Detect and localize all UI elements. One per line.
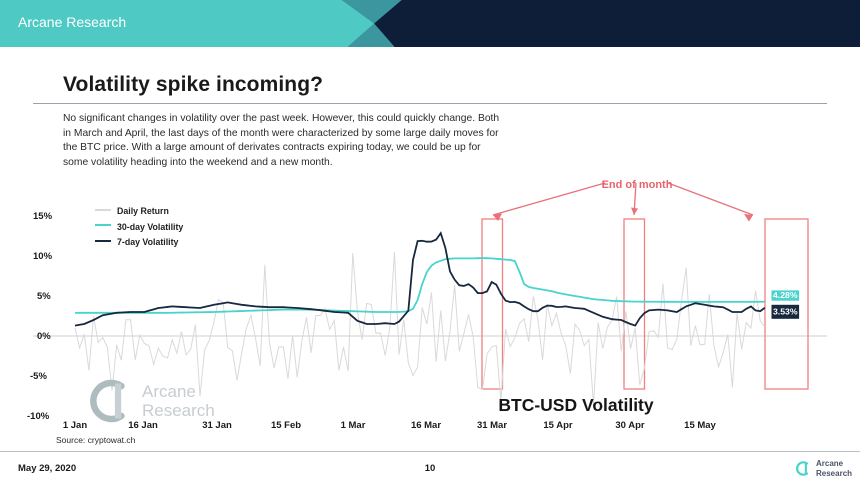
svg-text:4.28%: 4.28% <box>773 290 798 300</box>
svg-text:3.53%: 3.53% <box>773 306 798 316</box>
svg-text:End of month: End of month <box>602 179 673 191</box>
svg-text:16 Mar: 16 Mar <box>411 420 441 431</box>
svg-text:BTC-USD Volatility: BTC-USD Volatility <box>498 395 654 415</box>
svg-text:15 Feb: 15 Feb <box>271 420 301 431</box>
svg-text:0%: 0% <box>37 331 51 342</box>
svg-text:-10%: -10% <box>27 411 50 422</box>
svg-text:15 May: 15 May <box>684 420 716 431</box>
svg-text:15%: 15% <box>33 211 53 222</box>
svg-text:5%: 5% <box>37 291 51 302</box>
svg-text:30 Apr: 30 Apr <box>615 420 645 431</box>
svg-text:10%: 10% <box>33 251 53 262</box>
svg-text:1 Mar: 1 Mar <box>341 420 366 431</box>
svg-text:1 Jan: 1 Jan <box>63 420 87 431</box>
svg-text:31 Mar: 31 Mar <box>477 420 507 431</box>
svg-text:-5%: -5% <box>30 371 47 382</box>
svg-text:15 Apr: 15 Apr <box>543 420 573 431</box>
